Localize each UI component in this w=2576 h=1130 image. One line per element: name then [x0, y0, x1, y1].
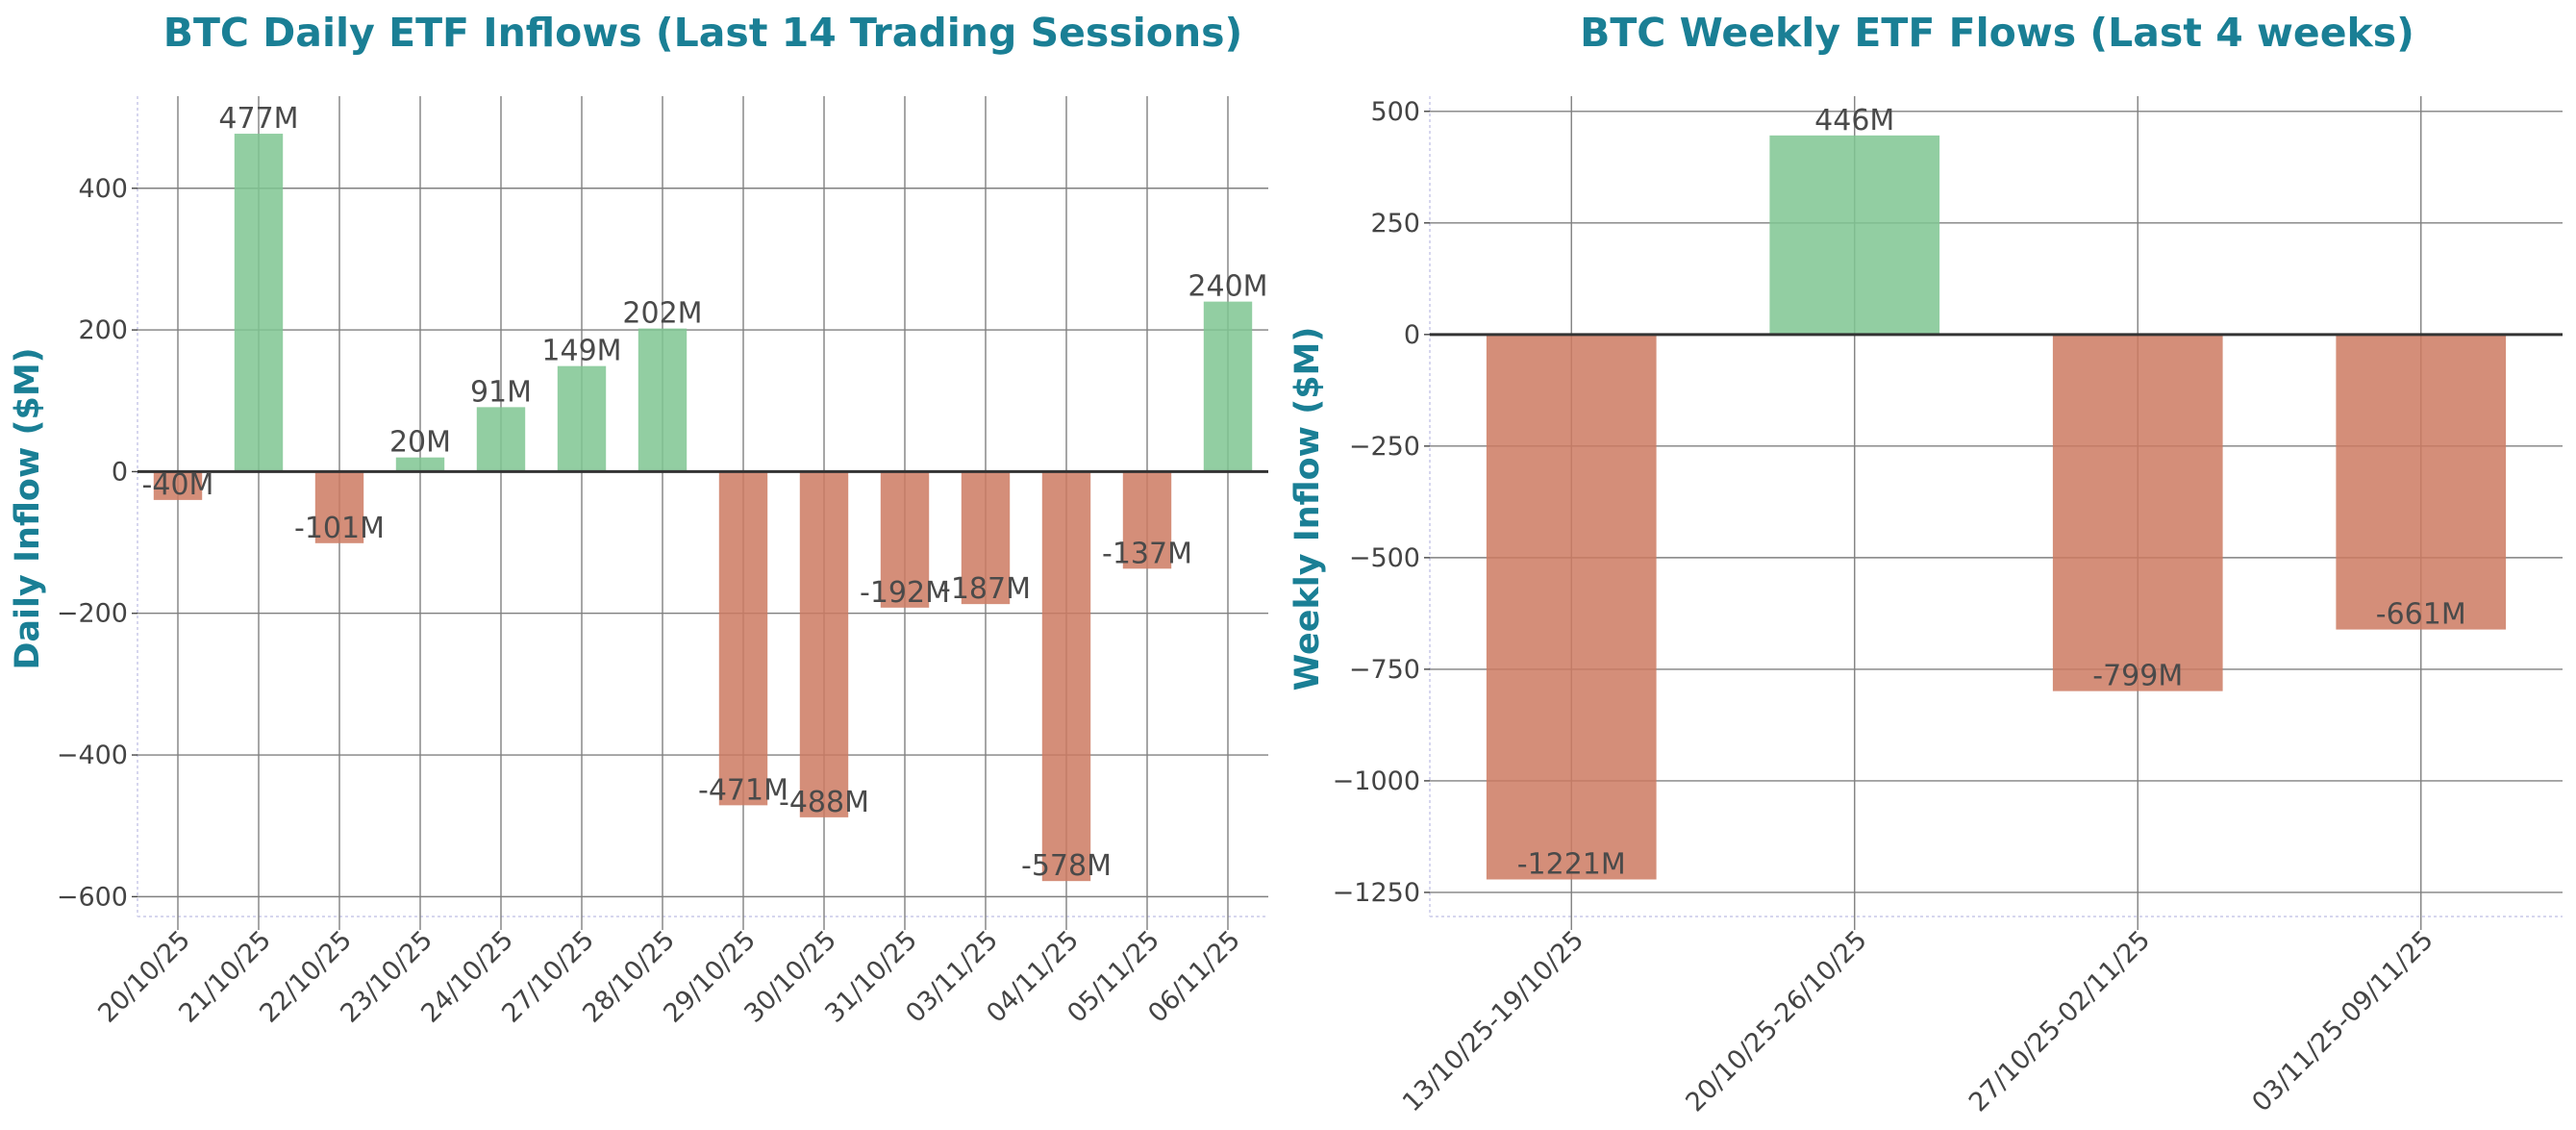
weekly-y-tick-label: −1000 — [1333, 766, 1420, 796]
daily-bar — [314, 471, 364, 543]
weekly-chart-ylabel: Weekly Inflow ($M) — [1288, 327, 1327, 691]
daily-bar — [153, 471, 203, 500]
daily-bar — [638, 328, 688, 472]
weekly-y-tick-label: −250 — [1349, 432, 1420, 462]
daily-bar — [557, 365, 607, 472]
weekly-bar — [2052, 334, 2223, 691]
daily-data-label: -578M — [1021, 849, 1112, 883]
weekly-bar — [2336, 334, 2507, 630]
daily-bar — [1041, 471, 1091, 882]
daily-y-tick-label: −400 — [57, 741, 128, 770]
daily-data-label: -40M — [142, 468, 214, 502]
daily-data-label: -192M — [860, 576, 950, 610]
daily-inflows-chart: BTC Daily ETF Inflows (Last 14 Trading S… — [9, 10, 1268, 1029]
daily-y-tick-label: −200 — [57, 599, 128, 629]
daily-chart-ylabel: Daily Inflow ($M) — [9, 347, 47, 669]
daily-data-label: 91M — [470, 375, 532, 409]
daily-data-label: -471M — [698, 773, 788, 807]
weekly-x-tick-label: 13/10/25-19/10/25 — [1397, 925, 1589, 1117]
daily-y-tick-label: 200 — [78, 315, 128, 345]
daily-data-label: 477M — [218, 102, 298, 136]
weekly-x-tick-label: 20/10/25-26/10/25 — [1680, 925, 1872, 1117]
weekly-data-label: 446M — [1814, 104, 1894, 138]
daily-data-label: -488M — [779, 786, 869, 819]
daily-data-label: 240M — [1188, 270, 1267, 304]
daily-data-label: 149M — [541, 335, 621, 368]
daily-data-label: -187M — [940, 572, 1031, 606]
daily-bar — [476, 407, 526, 472]
daily-chart-plot-area: −600 −400 −200 0 200 400 -40M 477M -101M 20M 91M 14… — [57, 96, 1268, 1029]
weekly-x-tick-label: 27/10/25-02/11/25 — [1963, 925, 2156, 1117]
daily-bar — [880, 471, 930, 608]
weekly-y-tick-label: −750 — [1349, 655, 1420, 685]
daily-bar — [799, 471, 849, 817]
daily-bar — [395, 457, 445, 472]
weekly-flows-chart: BTC Weekly ETF Flows (Last 4 weeks) Week… — [1288, 10, 2563, 1117]
weekly-y-tick-label: −1250 — [1333, 878, 1420, 908]
daily-bar — [1122, 471, 1172, 569]
daily-y-tick-label: 400 — [78, 174, 128, 204]
weekly-y-tick-label: −500 — [1349, 543, 1420, 573]
daily-data-label: -101M — [294, 512, 385, 545]
daily-bar — [718, 471, 768, 806]
daily-bar — [961, 471, 1011, 605]
weekly-y-tick-label: 250 — [1370, 209, 1420, 239]
daily-bar — [234, 134, 284, 472]
weekly-data-label: -661M — [2376, 598, 2466, 632]
daily-data-label: 20M — [389, 426, 451, 460]
daily-data-label: 202M — [622, 297, 702, 331]
weekly-data-label: -1221M — [1517, 847, 1626, 881]
daily-y-tick-label: −600 — [57, 882, 128, 912]
weekly-y-tick-label: 0 — [1404, 320, 1420, 350]
weekly-data-label: -799M — [2092, 660, 2183, 693]
daily-y-tick-label: 0 — [112, 457, 128, 487]
weekly-bar — [1486, 334, 1657, 880]
weekly-bar — [1769, 135, 1940, 335]
daily-chart-title: BTC Daily ETF Inflows (Last 14 Trading S… — [163, 10, 1243, 56]
weekly-y-tick-label: 500 — [1370, 97, 1420, 127]
weekly-x-tick-label: 03/11/25-09/11/25 — [2246, 925, 2438, 1117]
weekly-chart-plot-area: −1250 −1000 −750 −500 −250 0 250 500 -1221M 446M -… — [1333, 96, 2563, 1117]
daily-data-label: -137M — [1102, 537, 1192, 570]
weekly-chart-title: BTC Weekly ETF Flows (Last 4 weeks) — [1580, 10, 2414, 56]
daily-bar — [1203, 301, 1253, 472]
